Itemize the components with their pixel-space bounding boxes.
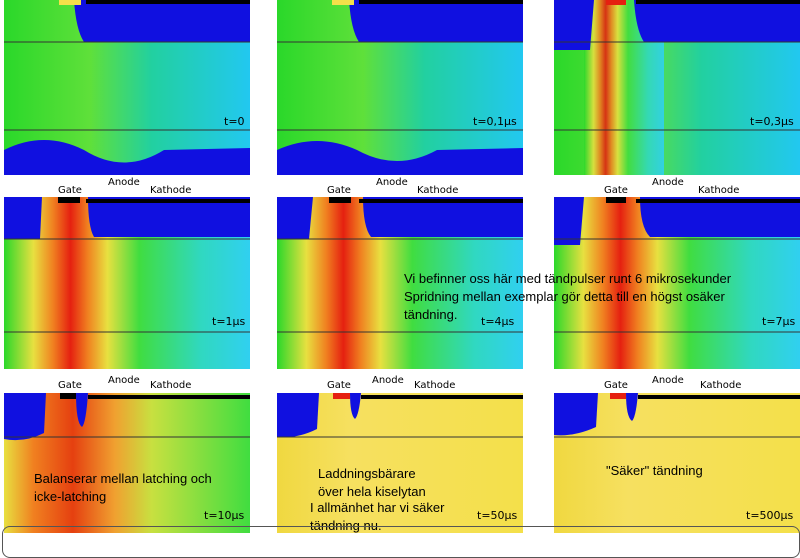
time-label: t=0 [224, 115, 245, 128]
panel-t7: t=7μs [554, 197, 800, 369]
main-annotation-line: tändning. [404, 307, 458, 322]
time-label: t=0,3μs [750, 115, 794, 128]
main-annotation-line: Vi befinner oss här med tändpulser runt … [404, 271, 732, 286]
gate-label: Gate [58, 185, 82, 196]
time-label: t=0,1μs [473, 115, 517, 128]
panel-t1: t=1μs [4, 197, 250, 369]
gate-label: Gate [327, 380, 351, 391]
kathode-label: Kathode [417, 185, 459, 196]
panel-t500: t=500μs [554, 393, 800, 533]
panel-t10: t=10μs [4, 393, 250, 533]
panel-t0: t=0 [4, 0, 250, 175]
time-label: t=7μs [762, 315, 796, 328]
kathode-label: Kathode [414, 380, 456, 391]
kathode-label: Kathode [150, 380, 192, 391]
carriers-line: över hela kiselytan [318, 484, 426, 499]
panel-t01: t=0,1μs [277, 0, 523, 175]
gate-label: Gate [604, 185, 628, 196]
anode-label: Anode [372, 375, 404, 386]
anode-label: Anode [376, 177, 408, 188]
panel-t03: t=0,3μs [554, 0, 800, 175]
panel-t4: t=4μs [277, 197, 523, 369]
kathode-label: Kathode [700, 380, 742, 391]
panel-t50: t=50μs [277, 393, 523, 533]
latching-line: icke-latching [34, 489, 107, 504]
anode-label: Anode [108, 177, 140, 188]
gate-label: Gate [604, 380, 628, 391]
general-line: tändning nu. [310, 518, 382, 533]
latching-annotation: Balanserar mellan latching och icke-latc… [34, 470, 212, 506]
main-annotation-line: Spridning mellan exemplar gör detta till… [404, 289, 725, 304]
safe-annotation: "Säker" tändning [606, 463, 703, 478]
anode-label: Anode [108, 375, 140, 386]
time-label: t=10μs [204, 509, 245, 522]
carriers-line: Laddningsbärare [318, 466, 416, 481]
gate-label: Gate [58, 380, 82, 391]
bottom-frame [2, 526, 800, 558]
main-annotation: Vi befinner oss här med tändpulser runt … [404, 270, 800, 324]
time-label: t=500μs [746, 509, 794, 522]
latching-line: Balanserar mellan latching och [34, 471, 212, 486]
general-line: I allmänhet har vi säker [310, 500, 445, 515]
anode-label: Anode [652, 177, 684, 188]
carriers-annotation: Laddningsbärare över hela kiselytan [318, 465, 426, 501]
anode-label: Anode [652, 375, 684, 386]
gate-label: Gate [327, 185, 351, 196]
time-label: t=1μs [212, 315, 246, 328]
time-label: t=50μs [477, 509, 518, 522]
general-annotation: I allmänhet har vi säker tändning nu. [310, 499, 444, 535]
kathode-label: Kathode [698, 185, 740, 196]
time-label: t=4μs [481, 315, 515, 328]
kathode-label: Kathode [150, 185, 192, 196]
